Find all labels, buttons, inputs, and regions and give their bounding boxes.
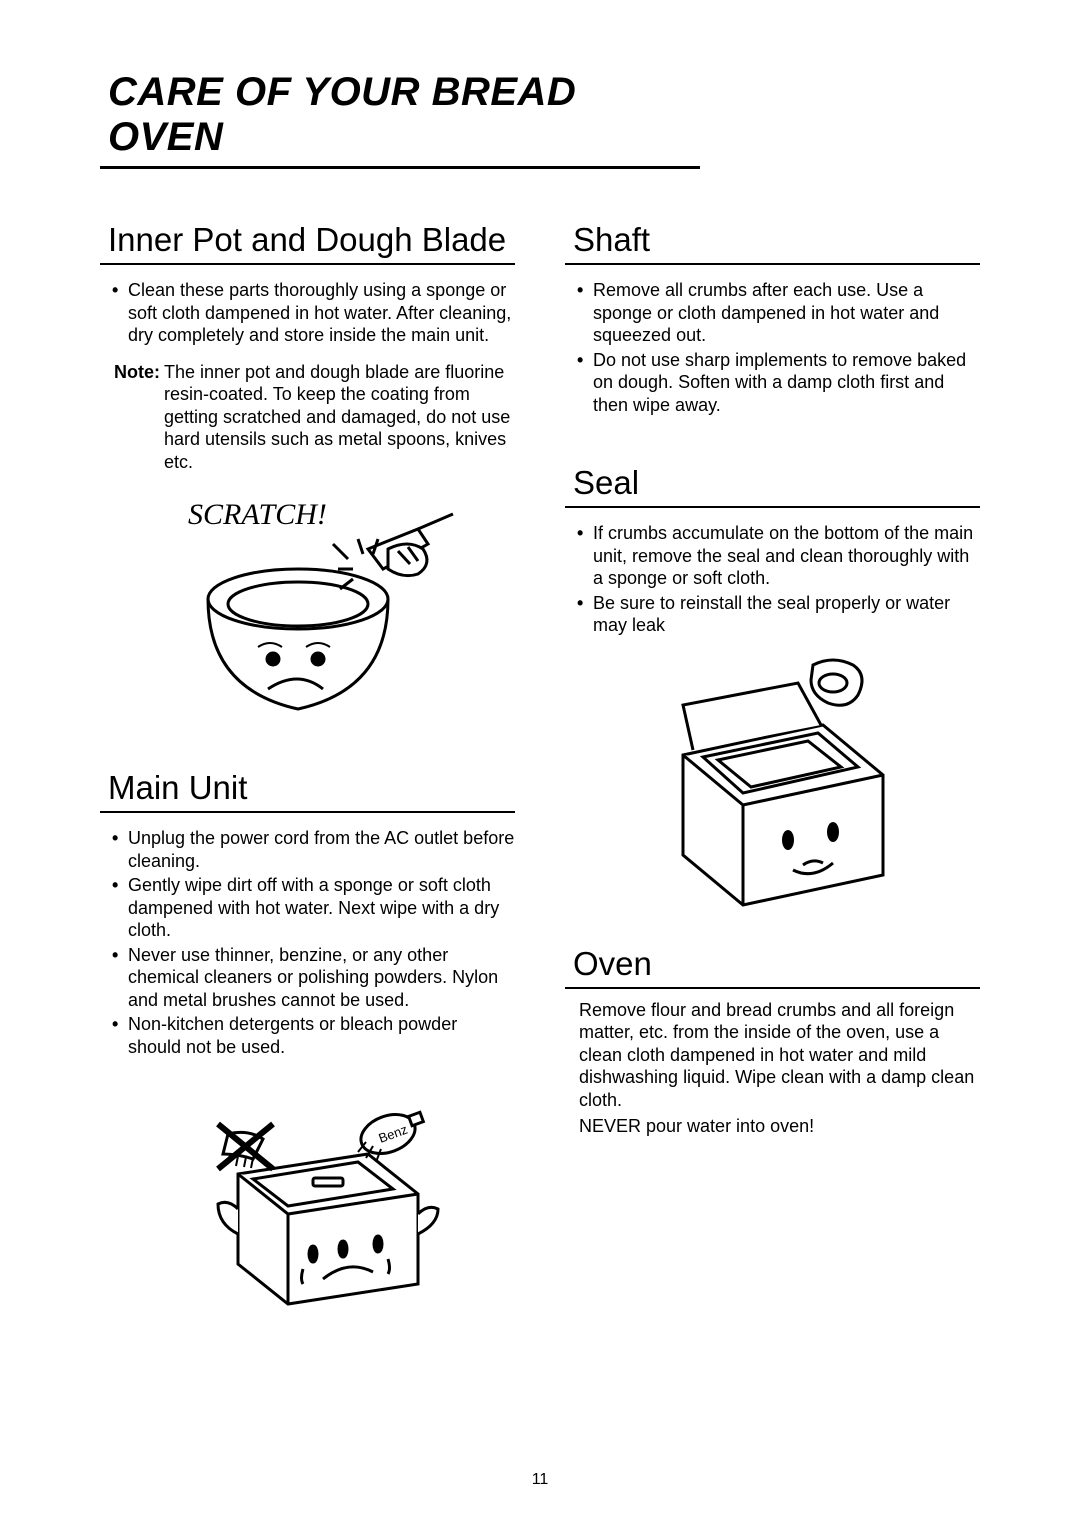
scratch-illustration: SCRATCH! [158, 489, 458, 739]
list-item: Non-kitchen detergents or bleach powder … [114, 1013, 515, 1058]
main-unit-bullets: Unplug the power cord from the AC outlet… [100, 827, 515, 1058]
oven-body-2: NEVER pour water into oven! [565, 1115, 980, 1138]
main-unit-heading: Main Unit [100, 769, 515, 813]
seal-heading: Seal [565, 464, 980, 508]
seal-bullets: If crumbs accumulate on the bottom of th… [565, 522, 980, 637]
benzine-illustration: Benz [158, 1084, 458, 1314]
list-item: Gently wipe dirt off with a sponge or so… [114, 874, 515, 942]
two-column-layout: Inner Pot and Dough Blade Clean these pa… [100, 221, 980, 1344]
inner-pot-heading: Inner Pot and Dough Blade [100, 221, 515, 265]
page-number: 11 [0, 1471, 1080, 1489]
list-item: Be sure to reinstall the seal properly o… [579, 592, 980, 637]
note-body: The inner pot and dough blade are fluori… [164, 361, 515, 474]
right-column: Shaft Remove all crumbs after each use. … [565, 221, 980, 1344]
oven-heading: Oven [565, 945, 980, 989]
list-item: If crumbs accumulate on the bottom of th… [579, 522, 980, 590]
list-item: Clean these parts thoroughly using a spo… [114, 279, 515, 347]
oven-body-1: Remove flour and bread crumbs and all fo… [565, 999, 980, 1112]
shaft-bullets: Remove all crumbs after each use. Use a … [565, 279, 980, 416]
left-column: Inner Pot and Dough Blade Clean these pa… [100, 221, 515, 1344]
list-item: Unplug the power cord from the AC outlet… [114, 827, 515, 872]
list-item: Remove all crumbs after each use. Use a … [579, 279, 980, 347]
seal-illustration [633, 645, 913, 915]
list-item: Do not use sharp implements to remove ba… [579, 349, 980, 417]
scratch-label: SCRATCH! [188, 498, 327, 531]
inner-pot-bullets: Clean these parts thoroughly using a spo… [100, 279, 515, 347]
list-item: Never use thinner, benzine, or any other… [114, 944, 515, 1012]
page-title: CARE OF YOUR BREAD OVEN [100, 70, 700, 169]
shaft-heading: Shaft [565, 221, 980, 265]
inner-pot-note: Note: The inner pot and dough blade are … [100, 361, 515, 474]
note-label: Note: [114, 361, 164, 474]
